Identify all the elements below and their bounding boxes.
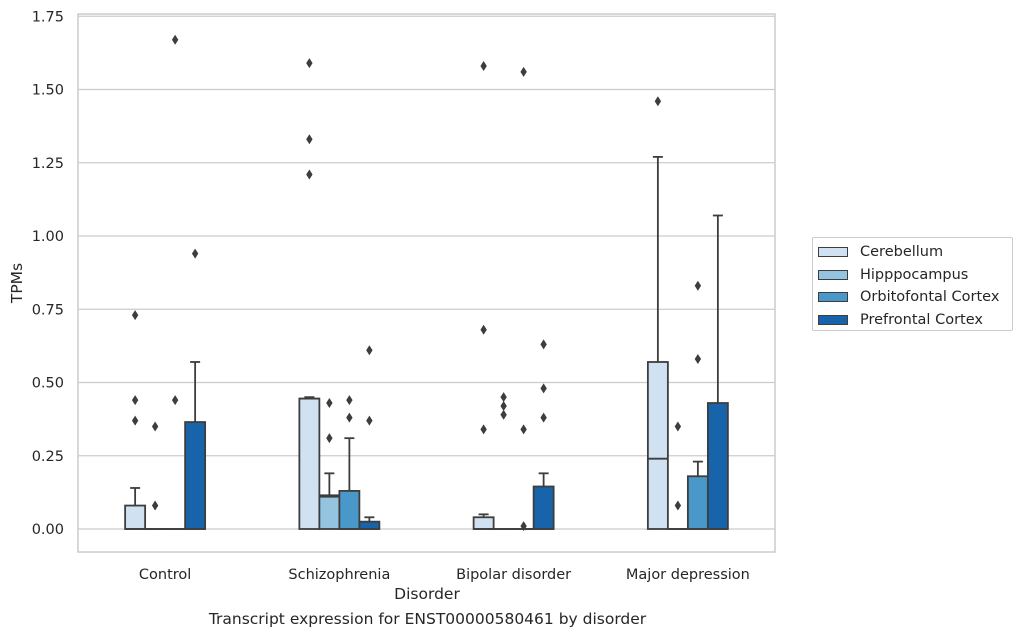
legend-label: Hipppocampus xyxy=(860,266,969,283)
legend: Cerebellum Hipppocampus Orbitofontal Corte… xyxy=(812,237,1013,331)
outlier-point xyxy=(694,354,702,365)
x-axis-label: Disorder xyxy=(394,585,460,603)
box-body xyxy=(124,504,147,530)
x-tick-label: Bipolar disorder xyxy=(456,567,571,583)
outlier-point xyxy=(306,169,313,180)
box-cerebellum xyxy=(298,58,321,530)
outlier-point xyxy=(171,34,179,45)
outlier-point xyxy=(654,96,662,107)
y-tick-label: 0.25 xyxy=(32,449,64,465)
outlier-point xyxy=(674,500,682,511)
plot-area-background xyxy=(78,14,775,552)
y-tick-label: 1.50 xyxy=(32,83,64,99)
outlier-point xyxy=(346,395,353,406)
box-hipppocampus xyxy=(492,392,515,530)
outlier-point xyxy=(306,58,313,69)
outlier-point xyxy=(366,415,373,426)
y-tick-label: 1.75 xyxy=(32,9,64,25)
legend-item: Hipppocampus xyxy=(818,264,1012,287)
box-hipppocampus xyxy=(318,398,341,530)
x-axis-ticks: Control Schizophrenia Bipolar disorder Majo… xyxy=(139,567,750,583)
box-body xyxy=(646,361,669,530)
outlier-point xyxy=(540,339,547,350)
box-orbitofontal-cortex xyxy=(512,66,535,532)
legend-swatch xyxy=(818,247,848,258)
y-tick-label: 0.50 xyxy=(32,376,64,392)
legend-label: Prefrontal Cortex xyxy=(860,311,983,328)
x-tick-label: Major depression xyxy=(626,567,750,583)
box-body xyxy=(318,494,341,530)
outlier-point xyxy=(171,395,179,406)
outlier-point xyxy=(500,392,507,403)
box-body xyxy=(472,516,495,530)
box-cerebellum xyxy=(646,96,669,530)
box-cerebellum xyxy=(472,61,495,530)
box-prefrontal-cortex xyxy=(184,248,207,530)
y-tick-label: 1.00 xyxy=(32,229,64,245)
outlier-point xyxy=(520,424,527,435)
legend-item: Cerebellum xyxy=(818,241,1012,264)
legend-swatch xyxy=(818,292,848,303)
legend-swatch xyxy=(818,269,848,280)
box-body xyxy=(184,421,207,530)
box-body xyxy=(298,397,321,530)
outlier-point xyxy=(306,134,313,145)
outlier-point xyxy=(540,412,547,423)
outlier-point xyxy=(674,421,682,432)
outlier-point xyxy=(326,398,333,409)
outlier-point xyxy=(480,61,487,72)
legend-item: Orbitofontal Cortex xyxy=(818,286,1012,309)
outlier-point xyxy=(520,521,527,532)
box-body xyxy=(706,402,729,530)
box-prefrontal-cortex xyxy=(706,214,729,530)
outlier-point xyxy=(520,66,527,77)
x-tick-label: Control xyxy=(139,567,191,583)
outlier-point xyxy=(480,424,487,435)
outlier-point xyxy=(151,500,159,511)
outlier-point xyxy=(694,280,702,291)
box-body xyxy=(338,490,361,530)
outlier-point xyxy=(131,395,139,406)
outlier-point xyxy=(500,409,507,420)
legend-label: Orbitofontal Cortex xyxy=(860,289,1000,306)
y-tick-label: 0.75 xyxy=(32,302,64,318)
outlier-point xyxy=(326,433,333,444)
y-tick-label: 0.00 xyxy=(32,522,64,538)
box-body xyxy=(686,475,709,530)
boxes xyxy=(124,34,729,532)
outlier-point xyxy=(191,248,199,259)
figure-caption: Transcript expression for ENST0000058046… xyxy=(208,610,647,628)
box-orbitofontal-cortex xyxy=(338,395,361,530)
y-tick-label: 1.25 xyxy=(32,156,64,172)
box-prefrontal-cortex xyxy=(358,345,381,530)
x-tick-label: Schizophrenia xyxy=(288,567,390,583)
outlier-point xyxy=(131,310,139,321)
box-body xyxy=(532,485,555,530)
legend-item: Prefrontal Cortex xyxy=(818,309,1012,332)
outlier-point xyxy=(366,345,373,356)
y-axis-label: TPMs xyxy=(8,263,26,304)
legend-swatch xyxy=(818,314,848,325)
legend-label: Cerebellum xyxy=(860,244,944,261)
outlier-point xyxy=(480,324,487,335)
plot-frame xyxy=(77,13,776,553)
outlier-point xyxy=(540,383,547,394)
outlier-point xyxy=(346,412,353,423)
outlier-point xyxy=(151,421,159,432)
y-axis-ticks: 0.00 0.25 0.50 0.75 1.00 1.25 1.50 1.75 xyxy=(32,9,64,538)
outlier-point xyxy=(500,400,507,411)
outlier-point xyxy=(131,415,139,426)
box-body xyxy=(358,520,381,530)
box-cerebellum xyxy=(124,310,147,530)
box-prefrontal-cortex xyxy=(532,339,555,530)
